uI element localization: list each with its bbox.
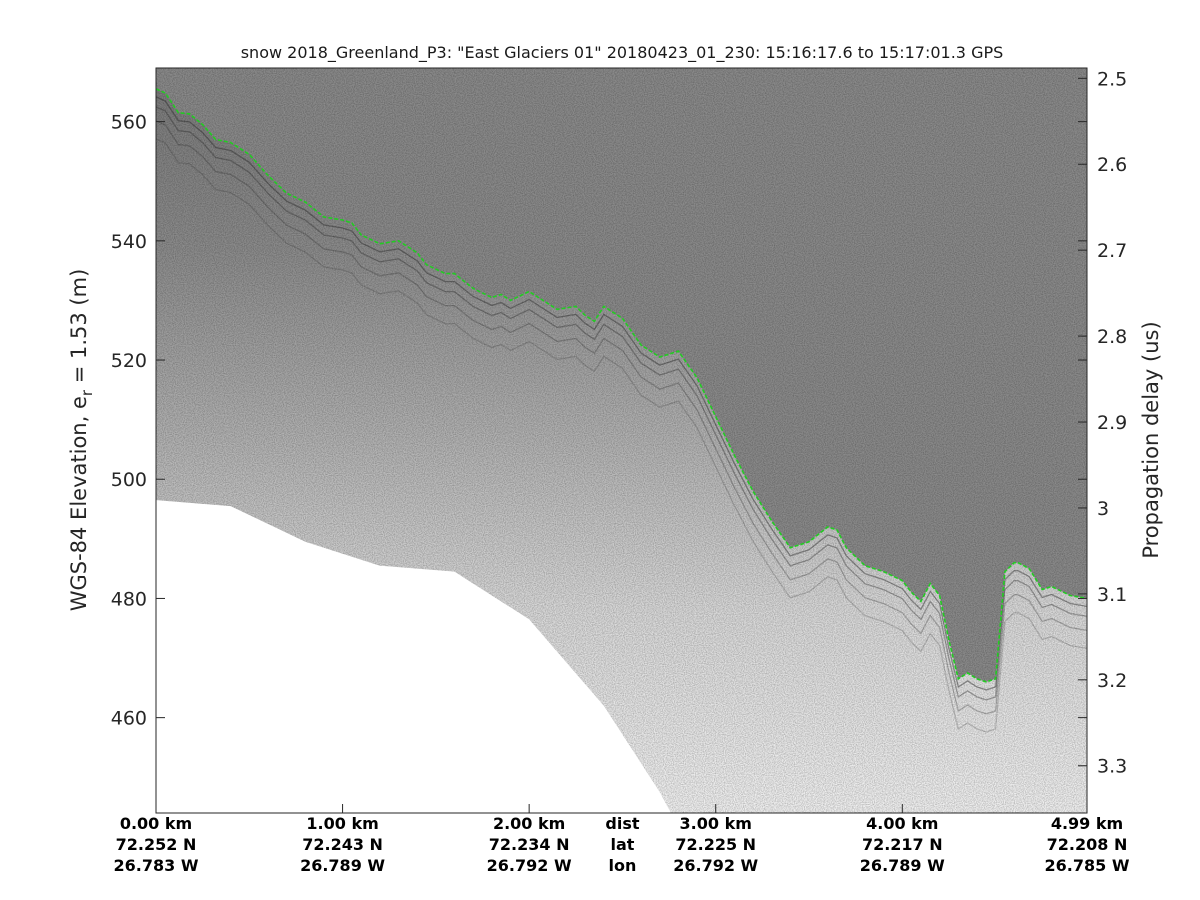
bottom-lon-label: 26.792 W [487,856,572,875]
bottom-lat-label: 72.225 N [675,835,756,854]
bottom-distance-lat-lon-labels: 0.00 km 72.252 N 26.783 W 1.00 km 72.243 N 26… [114,804,1130,875]
left-y-tick-label: 560 [111,112,147,134]
bottom-dist-label: 0.00 km [120,814,192,833]
bottom-dist-label: 4.00 km [866,814,938,833]
surface-tracker-line [156,88,1087,683]
bottom-lat-label: 72.234 N [489,835,570,854]
bottom-row-name: lat [610,835,634,854]
right-y-tick-label: 3.2 [1097,670,1127,692]
bottom-lon-label: 26.792 W [673,856,758,875]
left-y-label-main: WGS-84 Elevation, e [67,396,91,611]
plot-frame [155,67,1088,814]
right-y-tick-label: 3.3 [1097,756,1127,778]
bottom-lat-label: 72.208 N [1047,835,1128,854]
bottom-row-name: dist [605,814,639,833]
bottom-dist-label: 4.99 km [1051,814,1123,833]
right-y-tick-label: 2.9 [1097,412,1127,434]
right-y-tick-label: 2.5 [1097,68,1127,90]
plot-area [156,68,1087,813]
right-y-tick-label: 2.8 [1097,326,1127,348]
left-y-tick-label: 540 [111,231,147,253]
right-y-axis: 2.5 2.6 2.7 2.8 2.9 3 3.1 3.2 3.3 [1078,68,1127,778]
left-y-label-subscript: r [78,389,96,396]
bottom-lat-label: 72.217 N [862,835,943,854]
bottom-dist-label: 1.00 km [306,814,378,833]
left-y-axis-label: WGS-84 Elevation, er = 1.53 (m) [67,269,96,612]
bottom-lon-label: 26.789 W [860,856,945,875]
left-y-tick-label: 460 [111,708,147,730]
chart-title: snow 2018_Greenland_P3: "East Glaciers 0… [241,43,1004,63]
right-y-tick-label: 3 [1097,498,1109,520]
no-data-region [156,500,671,813]
right-y-axis-label: Propagation delay (us) [1139,321,1163,558]
bottom-dist-label: 2.00 km [493,814,565,833]
bottom-row-name: lon [608,856,636,875]
bottom-lon-label: 26.783 W [114,856,199,875]
bottom-lat-label: 72.252 N [116,835,197,854]
bottom-dist-label: 3.00 km [680,814,752,833]
left-y-axis: 460 480 500 520 540 560 [111,112,1087,730]
left-y-tick-label: 480 [111,588,147,610]
bottom-lon-label: 26.785 W [1045,856,1130,875]
bottom-lat-label: 72.243 N [302,835,383,854]
right-y-tick-label: 2.6 [1097,154,1127,176]
left-y-label-suffix: = 1.53 (m) [67,269,91,390]
bottom-lon-label: 26.789 W [300,856,385,875]
right-y-tick-label: 2.7 [1097,240,1127,262]
left-y-tick-label: 520 [111,350,147,372]
left-y-tick-label: 500 [111,469,147,491]
right-y-tick-label: 3.1 [1097,584,1127,606]
